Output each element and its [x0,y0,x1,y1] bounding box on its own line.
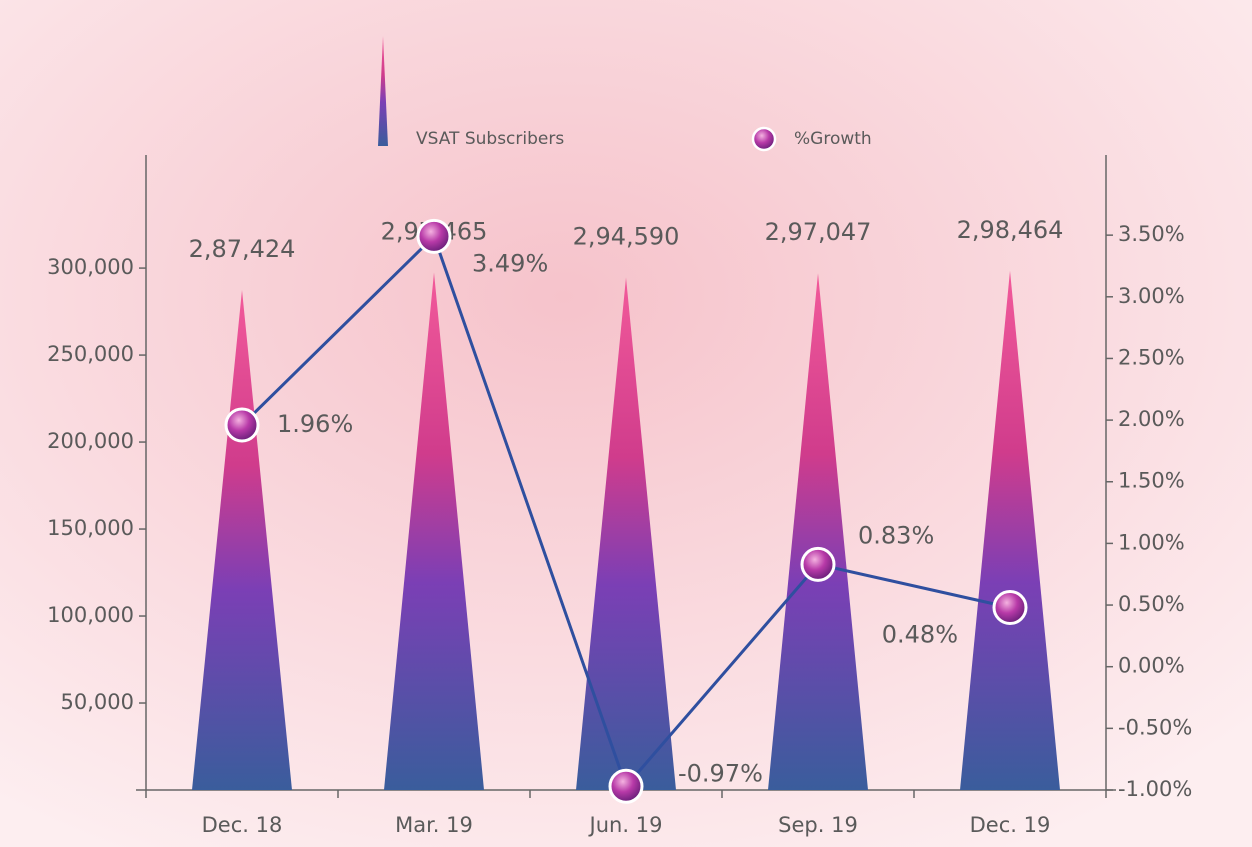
y2-tick-label: 0.00% [1118,654,1185,678]
growth-marker [994,592,1026,624]
y-tick-label: 250,000 [47,342,134,366]
x-tick-label: Dec. 19 [970,813,1051,837]
value-label: -0.97% [678,759,763,787]
x-tick-label: Mar. 19 [395,813,473,837]
y-tick-label: 100,000 [47,603,134,627]
value-label: 1.96% [277,410,353,438]
value-label: 0.48% [882,621,958,649]
x-tick-label: Sep. 19 [778,813,858,837]
legend-label: VSAT Subscribers [416,129,564,149]
y2-tick-label: 2.50% [1118,345,1185,369]
value-label: 3.49% [472,249,548,277]
y2-tick-label: 2.00% [1118,407,1185,431]
y2-tick-label: 1.00% [1118,530,1185,554]
legend-label: %Growth [794,129,872,149]
value-label: 2,98,464 [957,216,1064,244]
y2-tick-label: -0.50% [1118,715,1192,739]
x-tick-label: Dec. 18 [202,813,283,837]
growth-marker [418,220,450,252]
y2-tick-label: 3.50% [1118,222,1185,246]
page: {"chart_data":{"type":"combo", "categori… [0,0,1252,847]
value-label: 2,87,424 [189,235,296,263]
y-tick-label: 200,000 [47,429,134,453]
legend-icon [753,128,775,150]
y-tick-label: 150,000 [47,516,134,540]
y2-tick-label: 3.00% [1118,284,1185,308]
y-tick-label: 50,000 [61,690,134,714]
chart: VSAT Subscribers %Growth 50,000 100,000 15… [0,0,1252,847]
y2-tick-label: 1.50% [1118,469,1185,493]
value-label: 2,94,590 [573,222,680,250]
x-tick-label: Jun. 19 [588,813,663,837]
growth-marker [802,548,834,580]
growth-marker [226,409,258,441]
value-label: 2,97,047 [765,218,872,246]
y2-tick-label: -1.00% [1118,777,1192,801]
y-tick-label: 300,000 [47,255,134,279]
growth-marker [610,770,642,802]
value-label: 0.83% [858,521,934,549]
y2-tick-label: 0.50% [1118,592,1185,616]
